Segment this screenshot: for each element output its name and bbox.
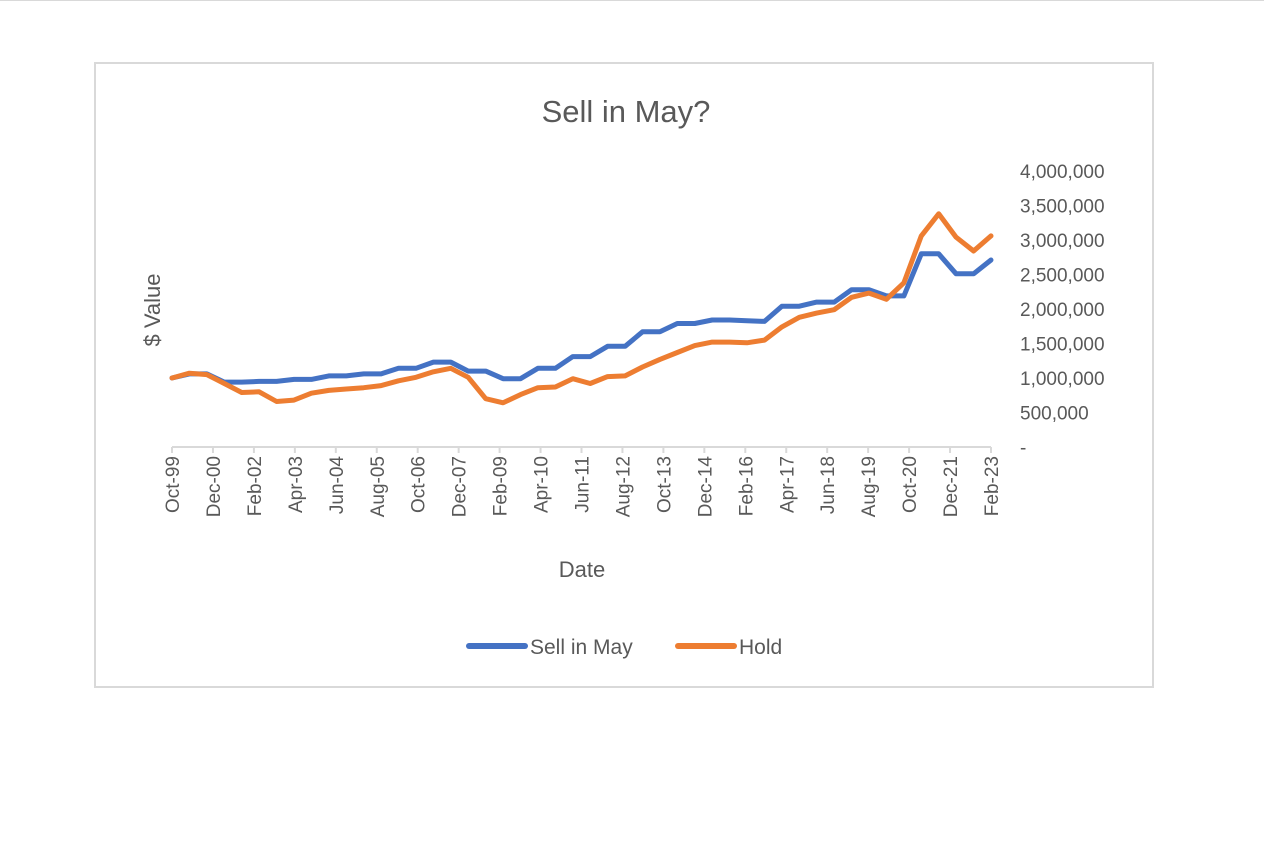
- x-tick-label: Dec-21: [941, 456, 962, 517]
- x-tick-label: Apr-17: [777, 456, 798, 513]
- y-tick-label: 3,000,000: [1020, 231, 1105, 252]
- y-tick-label: 1,000,000: [1020, 369, 1105, 390]
- x-tick-label: Dec-07: [450, 456, 471, 517]
- y-tick-label: 2,000,000: [1020, 300, 1105, 321]
- x-tick-label: Dec-00: [204, 456, 225, 517]
- x-tick-label: Apr-03: [286, 456, 307, 513]
- x-tick-label: Apr-10: [532, 456, 553, 513]
- x-tick-label: Jun-11: [573, 456, 594, 513]
- x-tick-label: Feb-23: [982, 456, 1003, 516]
- x-tick-label: Oct-99: [163, 456, 184, 513]
- y-tick-label: 4,000,000: [1020, 162, 1105, 183]
- series-line-sell-in-may: [169, 251, 994, 385]
- y-ticks: - 500,000 1,000,000 1,500,000 2,000,000 2,500…: [1020, 162, 1105, 459]
- legend: Sell in May Hold: [466, 636, 782, 659]
- x-tick-label: Oct-06: [409, 456, 430, 513]
- x-tick-label: Oct-20: [900, 456, 921, 513]
- x-tick-label: Aug-05: [368, 456, 389, 517]
- y-tick-label: 500,000: [1020, 404, 1089, 425]
- y-axis-label: $ Value: [140, 274, 165, 347]
- x-tick-label: Aug-19: [859, 456, 880, 517]
- x-tick-label: Oct-13: [654, 456, 675, 513]
- legend-label-sell-in-may: Sell in May: [530, 636, 633, 659]
- x-tick-label: Feb-09: [491, 456, 512, 516]
- chart-frame: Sell in May? $ Value Date Oct-99 Dec-00 Fe…: [94, 62, 1154, 688]
- x-tick-label: Aug-12: [613, 456, 634, 517]
- y-tick-label: 2,500,000: [1020, 266, 1105, 287]
- x-tick-label: Feb-16: [736, 456, 757, 516]
- y-tick-label: -: [1020, 438, 1026, 459]
- series-layer: [169, 211, 994, 406]
- y-tick-label: 3,500,000: [1020, 197, 1105, 218]
- x-tick-label: Jun-18: [818, 456, 839, 514]
- line-chart: Sell in May? $ Value Date Oct-99 Dec-00 Fe…: [140, 94, 1105, 659]
- y-tick-label: 1,500,000: [1020, 335, 1105, 356]
- x-ticks: Oct-99 Dec-00 Feb-02 Apr-03 Jun-04 Aug-05 Oct-…: [163, 447, 1003, 517]
- series-line-hold: [169, 211, 994, 406]
- x-tick-label: Dec-14: [695, 456, 716, 518]
- x-tick-label: Jun-04: [327, 456, 348, 515]
- chart-title: Sell in May?: [542, 94, 711, 129]
- x-tick-label: Feb-02: [245, 456, 266, 516]
- x-axis-label: Date: [559, 557, 605, 582]
- top-divider: [0, 0, 1264, 1]
- legend-label-hold: Hold: [739, 636, 782, 659]
